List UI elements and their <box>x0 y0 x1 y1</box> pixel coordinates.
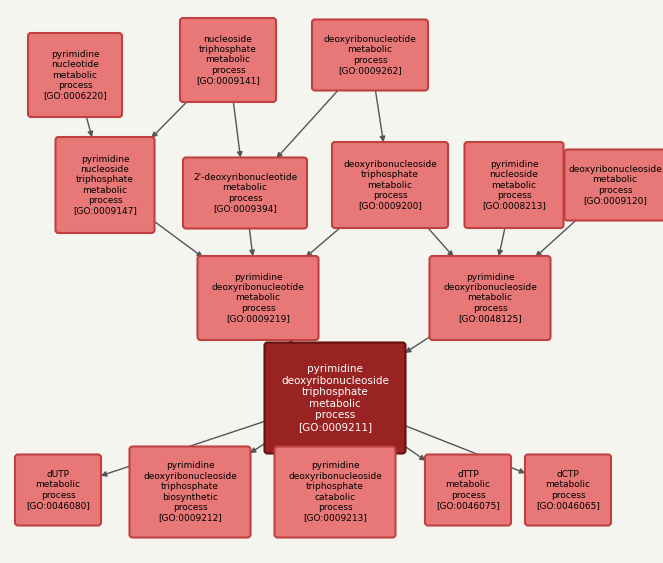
Text: pyrimidine
deoxyribonucleotide
metabolic
process
[GO:0009219]: pyrimidine deoxyribonucleotide metabolic… <box>211 272 304 323</box>
FancyBboxPatch shape <box>129 446 251 538</box>
FancyBboxPatch shape <box>312 20 428 91</box>
FancyBboxPatch shape <box>180 18 276 102</box>
Text: pyrimidine
nucleoside
triphosphate
metabolic
process
[GO:0009147]: pyrimidine nucleoside triphosphate metab… <box>73 154 137 216</box>
Text: pyrimidine
deoxyribonucleoside
triphosphate
biosynthetic
process
[GO:0009212]: pyrimidine deoxyribonucleoside triphosph… <box>143 462 237 522</box>
Text: pyrimidine
deoxyribonucleoside
metabolic
process
[GO:0048125]: pyrimidine deoxyribonucleoside metabolic… <box>443 272 537 323</box>
FancyBboxPatch shape <box>15 454 101 525</box>
Text: deoxyribonucleoside
metabolic
process
[GO:0009120]: deoxyribonucleoside metabolic process [G… <box>568 165 662 205</box>
FancyBboxPatch shape <box>28 33 122 117</box>
Text: nucleoside
triphosphate
metabolic
process
[GO:0009141]: nucleoside triphosphate metabolic proces… <box>196 35 260 86</box>
FancyBboxPatch shape <box>56 137 154 233</box>
Text: deoxyribonucleotide
metabolic
process
[GO:0009262]: deoxyribonucleotide metabolic process [G… <box>324 35 416 75</box>
FancyBboxPatch shape <box>332 142 448 228</box>
FancyBboxPatch shape <box>425 454 511 525</box>
Text: dUTP
metabolic
process
[GO:0046080]: dUTP metabolic process [GO:0046080] <box>26 470 90 510</box>
Text: pyrimidine
deoxyribonucleoside
triphosphate
catabolic
process
[GO:0009213]: pyrimidine deoxyribonucleoside triphosph… <box>288 462 382 522</box>
Text: pyrimidine
deoxyribonucleoside
triphosphate
metabolic
process
[GO:0009211]: pyrimidine deoxyribonucleoside triphosph… <box>281 364 389 432</box>
Text: pyrimidine
nucleotide
metabolic
process
[GO:0006220]: pyrimidine nucleotide metabolic process … <box>43 50 107 100</box>
FancyBboxPatch shape <box>198 256 318 340</box>
FancyBboxPatch shape <box>525 454 611 525</box>
FancyBboxPatch shape <box>183 158 307 229</box>
FancyBboxPatch shape <box>274 446 396 538</box>
FancyBboxPatch shape <box>465 142 564 228</box>
FancyBboxPatch shape <box>430 256 550 340</box>
FancyBboxPatch shape <box>265 342 406 454</box>
Text: pyrimidine
nucleoside
metabolic
process
[GO:0008213]: pyrimidine nucleoside metabolic process … <box>482 160 546 211</box>
Text: dCTP
metabolic
process
[GO:0046065]: dCTP metabolic process [GO:0046065] <box>536 470 600 510</box>
FancyBboxPatch shape <box>564 150 663 221</box>
Text: dTTP
metabolic
process
[GO:0046075]: dTTP metabolic process [GO:0046075] <box>436 470 500 510</box>
Text: 2'-deoxyribonucleotide
metabolic
process
[GO:0009394]: 2'-deoxyribonucleotide metabolic process… <box>193 173 297 213</box>
Text: deoxyribonucleoside
triphosphate
metabolic
process
[GO:0009200]: deoxyribonucleoside triphosphate metabol… <box>343 160 437 211</box>
